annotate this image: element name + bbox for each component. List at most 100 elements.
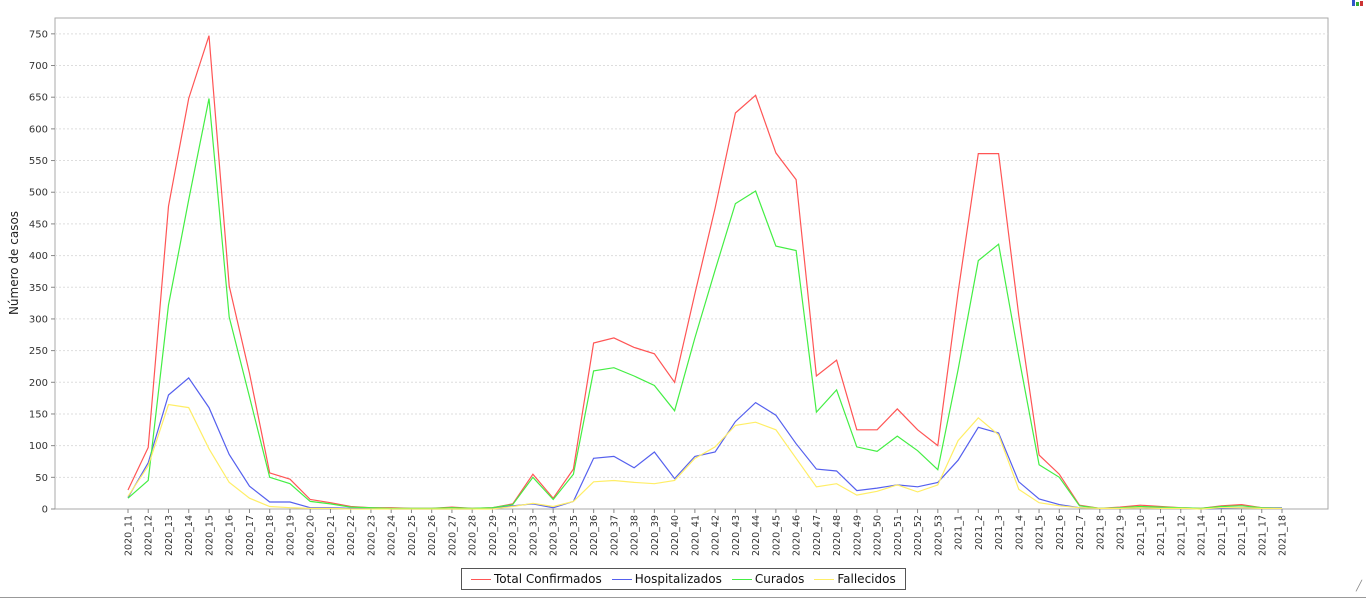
data-point bbox=[876, 428, 879, 431]
x-tick-label: 2020_46 bbox=[792, 515, 803, 556]
plot-area bbox=[54, 17, 1329, 510]
data-point bbox=[957, 439, 960, 442]
data-point bbox=[653, 482, 656, 485]
data-point bbox=[653, 384, 656, 387]
x-tick-label: 2021_8 bbox=[1095, 515, 1106, 550]
legend-swatch bbox=[471, 578, 491, 580]
data-point bbox=[268, 476, 271, 479]
data-point bbox=[207, 34, 210, 37]
data-point bbox=[693, 336, 696, 339]
x-tick-label: 2021_18 bbox=[1278, 515, 1289, 556]
data-point bbox=[693, 457, 696, 460]
x-tick-label: 2020_12 bbox=[144, 515, 155, 556]
x-tick-label: 2020_52 bbox=[913, 515, 924, 556]
data-point bbox=[1200, 508, 1203, 511]
data-point bbox=[572, 473, 575, 476]
data-point bbox=[916, 428, 919, 431]
data-point bbox=[653, 450, 656, 453]
data-point bbox=[552, 498, 555, 501]
resize-grip-icon[interactable]: ╱ bbox=[1355, 581, 1362, 592]
data-point bbox=[288, 478, 291, 481]
x-tick-label: 2020_19 bbox=[285, 515, 296, 556]
x-tick-label: 2020_21 bbox=[326, 515, 337, 556]
x-tick-label: 2020_37 bbox=[609, 515, 620, 556]
data-point bbox=[167, 205, 170, 208]
y-axis-label: Número de casos bbox=[7, 211, 21, 315]
data-point bbox=[552, 505, 555, 508]
data-point bbox=[309, 500, 312, 503]
x-tick-label: 2021_3 bbox=[994, 515, 1005, 550]
data-point bbox=[1179, 507, 1182, 510]
data-point bbox=[228, 453, 231, 456]
data-point bbox=[1159, 507, 1162, 510]
y-tick-label: 450 bbox=[29, 219, 48, 230]
data-point bbox=[1220, 506, 1223, 509]
x-tick-label: 2020_42 bbox=[711, 515, 722, 556]
data-point bbox=[147, 479, 150, 482]
data-point bbox=[1017, 480, 1020, 483]
x-tick-label: 2020_20 bbox=[306, 515, 317, 556]
data-point bbox=[714, 450, 717, 453]
y-tick-label: 650 bbox=[29, 93, 48, 104]
x-tick-label: 2020_45 bbox=[771, 515, 782, 556]
data-point bbox=[1078, 506, 1081, 509]
x-tick-label: 2021_4 bbox=[1014, 515, 1025, 550]
data-point bbox=[896, 435, 899, 438]
data-point bbox=[997, 152, 1000, 155]
x-tick-label: 2021_2 bbox=[974, 515, 985, 550]
data-point bbox=[1038, 497, 1041, 500]
data-point bbox=[916, 485, 919, 488]
data-point bbox=[997, 433, 1000, 436]
data-point bbox=[167, 393, 170, 396]
data-point bbox=[612, 455, 615, 458]
x-tick-label: 2020_50 bbox=[873, 515, 884, 556]
data-point bbox=[855, 489, 858, 492]
y-tick-label: 400 bbox=[29, 251, 48, 262]
y-tick-label: 300 bbox=[29, 314, 48, 325]
x-tick-label: 2021_9 bbox=[1116, 515, 1127, 550]
x-tick-label: 2020_27 bbox=[447, 515, 458, 556]
legend-swatch bbox=[731, 578, 752, 580]
chart-options-icon[interactable] bbox=[1352, 0, 1364, 6]
data-point bbox=[633, 481, 636, 484]
y-tick-label: 0 bbox=[42, 505, 48, 516]
data-point bbox=[754, 401, 757, 404]
legend-swatch bbox=[611, 578, 632, 580]
x-tick-label: 2020_51 bbox=[893, 515, 904, 556]
data-point bbox=[754, 94, 757, 97]
data-point bbox=[430, 508, 433, 511]
x-tick-label: 2021_17 bbox=[1257, 515, 1268, 556]
y-tick-label: 750 bbox=[29, 29, 48, 40]
data-point bbox=[815, 468, 818, 471]
x-tick-label: 2020_40 bbox=[670, 515, 681, 556]
data-point bbox=[309, 507, 312, 510]
data-point bbox=[815, 485, 818, 488]
y-tick-label: 350 bbox=[29, 283, 48, 294]
data-point bbox=[957, 459, 960, 462]
data-point bbox=[572, 500, 575, 503]
legend-item-curados: Curados bbox=[731, 572, 804, 586]
data-point bbox=[207, 447, 210, 450]
x-tick-label: 2021_16 bbox=[1237, 515, 1248, 556]
data-point bbox=[248, 485, 251, 488]
data-point bbox=[774, 151, 777, 154]
y-tick-label: 700 bbox=[29, 61, 48, 72]
data-point bbox=[876, 487, 879, 490]
series-line bbox=[127, 98, 1283, 510]
data-point bbox=[754, 189, 757, 192]
data-point bbox=[734, 420, 737, 423]
data-point bbox=[592, 480, 595, 483]
data-point bbox=[329, 507, 332, 510]
series-fallecidos bbox=[127, 403, 1282, 511]
x-tick-label: 2020_33 bbox=[528, 515, 539, 556]
x-tick-label: 2020_53 bbox=[933, 515, 944, 556]
data-point bbox=[835, 388, 838, 391]
data-point bbox=[977, 426, 980, 429]
data-point bbox=[734, 202, 737, 205]
legend-label: Hospitalizados bbox=[634, 572, 722, 586]
x-tick-label: 2020_23 bbox=[366, 515, 377, 556]
data-point bbox=[633, 346, 636, 349]
data-point bbox=[187, 97, 190, 100]
data-point bbox=[268, 505, 271, 508]
data-point bbox=[774, 428, 777, 431]
